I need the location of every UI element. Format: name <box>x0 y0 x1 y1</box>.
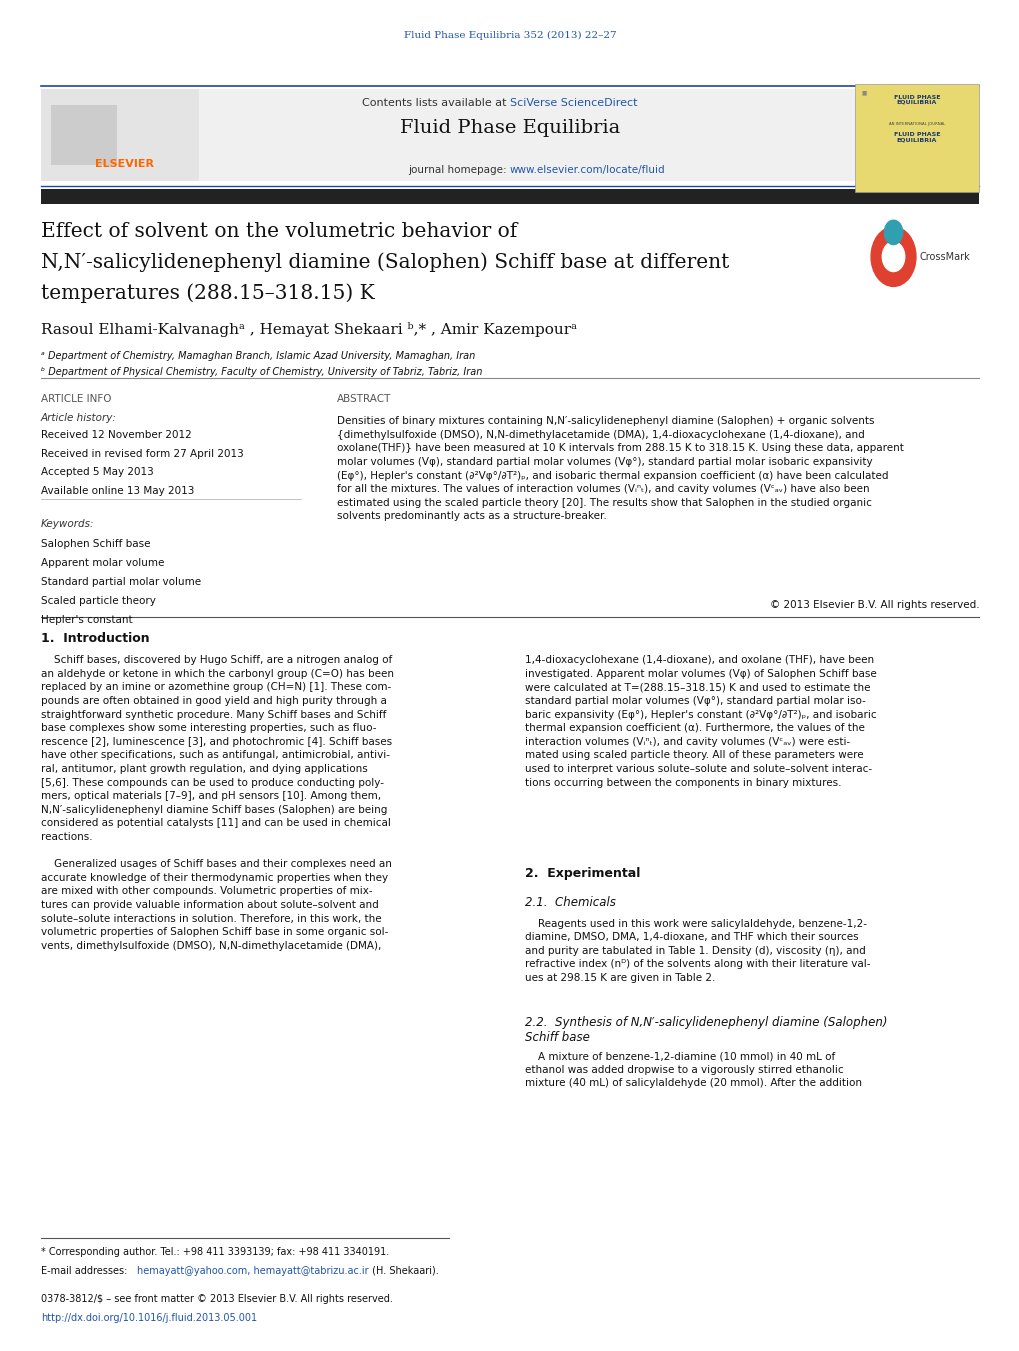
FancyBboxPatch shape <box>41 189 978 204</box>
Text: (H. Shekaari).: (H. Shekaari). <box>369 1266 438 1275</box>
Text: Accepted 5 May 2013: Accepted 5 May 2013 <box>41 467 154 477</box>
Text: 2.2.  Synthesis of N,N′-salicylidenephenyl diamine (Salophen)
Schiff base: 2.2. Synthesis of N,N′-salicylidenepheny… <box>525 1016 887 1044</box>
Circle shape <box>881 242 904 272</box>
Text: Apparent molar volume: Apparent molar volume <box>41 558 164 567</box>
Text: A mixture of benzene-1,2-diamine (10 mmol) in 40 mL of
ethanol was added dropwis: A mixture of benzene-1,2-diamine (10 mmo… <box>525 1051 861 1089</box>
Text: Contents lists available at: Contents lists available at <box>362 97 510 108</box>
Text: 2.  Experimental: 2. Experimental <box>525 867 640 881</box>
Text: 2.1.  Chemicals: 2.1. Chemicals <box>525 896 615 909</box>
Text: Keywords:: Keywords: <box>41 519 94 528</box>
Text: Available online 13 May 2013: Available online 13 May 2013 <box>41 486 194 496</box>
Text: Scaled particle theory: Scaled particle theory <box>41 596 156 605</box>
Text: SciVerse ScienceDirect: SciVerse ScienceDirect <box>510 97 637 108</box>
Text: 1.  Introduction: 1. Introduction <box>41 632 149 646</box>
FancyBboxPatch shape <box>41 89 199 181</box>
Text: Received 12 November 2012: Received 12 November 2012 <box>41 430 192 439</box>
FancyBboxPatch shape <box>51 105 117 165</box>
Text: Received in revised form 27 April 2013: Received in revised form 27 April 2013 <box>41 449 244 458</box>
Text: AN INTERNATIONAL JOURNAL: AN INTERNATIONAL JOURNAL <box>888 122 945 126</box>
Circle shape <box>883 220 902 245</box>
Text: ■: ■ <box>861 91 866 96</box>
Text: Hepler's constant: Hepler's constant <box>41 615 132 624</box>
Circle shape <box>870 227 915 286</box>
Text: journal homepage:: journal homepage: <box>408 165 510 176</box>
Text: Standard partial molar volume: Standard partial molar volume <box>41 577 201 586</box>
Text: http://dx.doi.org/10.1016/j.fluid.2013.05.001: http://dx.doi.org/10.1016/j.fluid.2013.0… <box>41 1313 257 1323</box>
Text: ELSEVIER: ELSEVIER <box>95 159 154 169</box>
Text: Rasoul Elhami-Kalvanaghᵃ , Hemayat Shekaari ᵇ,* , Amir Kazempourᵃ: Rasoul Elhami-Kalvanaghᵃ , Hemayat Sheka… <box>41 322 577 336</box>
Text: 1,4-dioxacyclohexane (1,4-dioxane), and oxolane (THF), have been
investigated. A: 1,4-dioxacyclohexane (1,4-dioxane), and … <box>525 655 876 788</box>
Text: FLUID PHASE
EQUILIBRIA: FLUID PHASE EQUILIBRIA <box>893 95 940 105</box>
Text: hemayatt@yahoo.com, hemayatt@tabrizu.ac.ir: hemayatt@yahoo.com, hemayatt@tabrizu.ac.… <box>137 1266 368 1275</box>
Text: Fluid Phase Equilibria 352 (2013) 22–27: Fluid Phase Equilibria 352 (2013) 22–27 <box>404 31 615 41</box>
Text: FLUID PHASE
EQUILIBRIA: FLUID PHASE EQUILIBRIA <box>893 132 940 143</box>
Text: 0378-3812/$ – see front matter © 2013 Elsevier B.V. All rights reserved.: 0378-3812/$ – see front matter © 2013 El… <box>41 1294 392 1304</box>
Text: ᵇ Department of Physical Chemistry, Faculty of Chemistry, University of Tabriz, : ᵇ Department of Physical Chemistry, Facu… <box>41 367 482 377</box>
Text: * Corresponding author. Tel.: +98 411 3393139; fax: +98 411 3340191.: * Corresponding author. Tel.: +98 411 33… <box>41 1247 388 1256</box>
Text: Effect of solvent on the volumetric behavior of: Effect of solvent on the volumetric beha… <box>41 222 517 240</box>
Text: temperatures (288.15–318.15) K: temperatures (288.15–318.15) K <box>41 284 374 304</box>
Text: ABSTRACT: ABSTRACT <box>336 394 390 404</box>
Text: Reagents used in this work were salicylaldehyde, benzene-1,2-
diamine, DMSO, DMA: Reagents used in this work were salicyla… <box>525 919 870 984</box>
Text: ARTICLE INFO: ARTICLE INFO <box>41 394 111 404</box>
FancyBboxPatch shape <box>854 84 978 192</box>
Text: CrossMark: CrossMark <box>918 251 969 262</box>
FancyBboxPatch shape <box>41 89 978 181</box>
Text: Salophen Schiff base: Salophen Schiff base <box>41 539 150 549</box>
Text: Fluid Phase Equilibria: Fluid Phase Equilibria <box>399 119 620 138</box>
Text: Densities of binary mixtures containing N,N′-salicylidenephenyl diamine (Salophe: Densities of binary mixtures containing … <box>336 416 903 521</box>
Text: Article history:: Article history: <box>41 413 116 423</box>
Text: © 2013 Elsevier B.V. All rights reserved.: © 2013 Elsevier B.V. All rights reserved… <box>768 600 978 609</box>
Text: www.elsevier.com/locate/fluid: www.elsevier.com/locate/fluid <box>510 165 665 176</box>
Text: ᵃ Department of Chemistry, Mamaghan Branch, Islamic Azad University, Mamaghan, I: ᵃ Department of Chemistry, Mamaghan Bran… <box>41 351 475 361</box>
Text: E-mail addresses:: E-mail addresses: <box>41 1266 130 1275</box>
Text: Schiff bases, discovered by Hugo Schiff, are a nitrogen analog of
an aldehyde or: Schiff bases, discovered by Hugo Schiff,… <box>41 655 393 951</box>
Text: N,N′-salicylidenephenyl diamine (Salophen) Schiff base at different: N,N′-salicylidenephenyl diamine (Salophe… <box>41 253 729 273</box>
